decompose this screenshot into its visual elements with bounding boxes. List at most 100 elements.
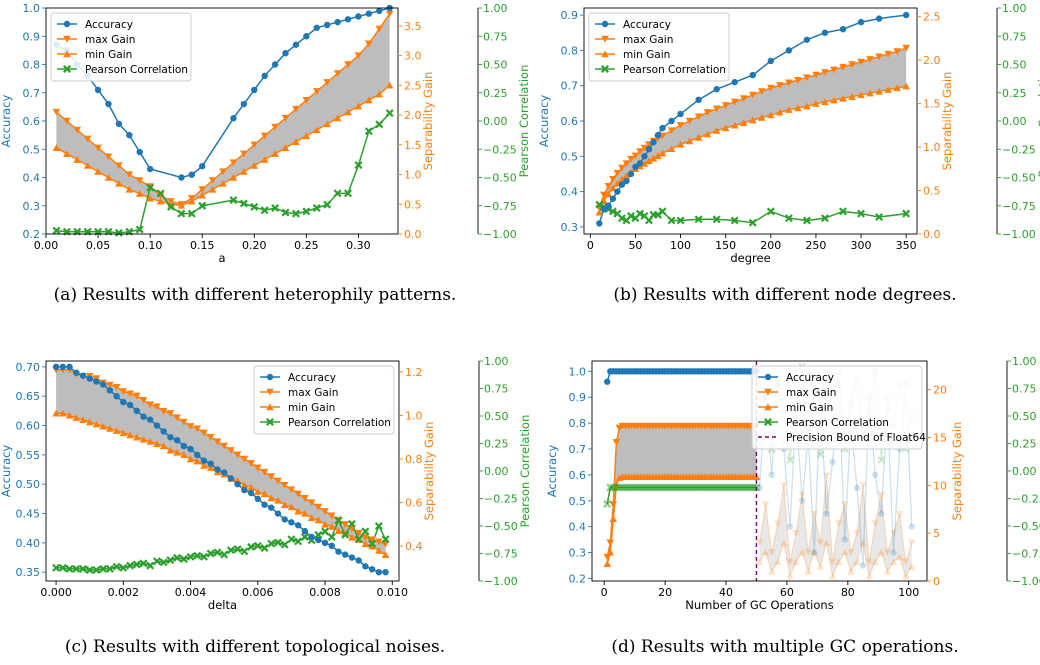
max-gain-point [307,499,316,507]
pearson-point [186,552,195,561]
y-gain-tick-label: 2.0 [923,54,941,67]
accuracy-point [187,445,194,453]
accuracy-point [654,131,662,139]
min-gain-point [334,527,343,535]
max-gain-point [361,534,370,542]
min-gain-point [776,108,784,116]
x-tick-label: 0 [587,239,594,252]
pearson-point-faded [877,456,886,464]
accuracy-point-faded [890,549,897,556]
accuracy-point [292,41,300,48]
min-gain-point [180,451,188,458]
y-pearson-tick-label: 0.25 [1002,87,1027,100]
max-gain-point [254,464,262,472]
max-gain-point [260,468,269,476]
min-gain-point-faded [798,548,806,556]
accuracy-point [178,174,185,181]
min-gain-point [803,102,811,110]
min-gain-point [302,132,311,140]
accuracy-point [321,539,329,547]
min-gain-point [609,184,617,192]
min-gain-point [159,442,168,450]
x-tick-label: 0.000 [40,586,72,599]
min-gain-point [757,113,766,121]
max-gain-point [208,177,217,185]
x-tick-label: 50 [628,239,642,252]
gain-band [607,426,757,564]
accuracy-point-faded [829,458,836,466]
y-gain-tick-label: 2.0 [404,109,422,122]
y-left-tick-label: 0.8 [569,417,587,430]
accuracy-point [294,522,302,529]
accuracy-point [342,551,349,558]
x-tick-label: 0.00 [34,239,59,252]
min-gain-point [267,494,276,502]
y-left-tick-label: 1.0 [23,2,41,15]
pearson-point [820,214,829,223]
min-gain-point [676,140,685,148]
accuracy-point [281,516,288,523]
max-gain-point [694,113,703,121]
x-tick-label: 40 [719,586,733,599]
accuracy-point [623,177,630,185]
max-gain-point [857,58,865,66]
max-gain-point [126,390,134,398]
y-pearson-tick-label: −0.75 [1012,548,1040,561]
accuracy-point [99,381,107,388]
min-gain-point [341,529,350,537]
max-gain-point [712,105,721,113]
accuracy-point [288,519,295,526]
min-gain-point [622,172,631,179]
min-gain-point [595,208,604,216]
accuracy-point [241,486,248,494]
caption-d: (d) Results with multiple GC operations. [611,637,958,657]
y-pearson-tick-label: −0.25 [483,143,517,156]
legend-label-pearson: Pearson Correlation [85,64,188,76]
max-gain-point [271,123,279,131]
x-tick-label: 0.004 [175,586,207,599]
min-gain-point [893,84,901,92]
max-gain-point [146,401,155,409]
pearson-point [52,226,61,235]
max-gain-point [260,132,269,140]
y-pearson-tick-label: 0.50 [1012,410,1037,423]
max-gain-point [341,521,350,528]
accuracy-point [240,100,248,108]
pearson-point [79,564,87,573]
min-gain-point [72,414,81,421]
max-gain-point-faded [780,482,788,489]
pearson-point [200,552,208,561]
accuracy-point [73,369,80,376]
max-gain-point [613,169,622,177]
min-gain-point [85,418,94,426]
pearson-point [766,207,775,216]
y-left-axis-label: Accuracy [0,95,13,148]
min-gain-point [115,179,123,187]
max-gain-point-faded [828,558,837,566]
legend-marker-max-gain [63,35,71,43]
accuracy-point [785,47,793,54]
pearson-point [361,527,370,536]
pearson-point [92,566,101,574]
y-gain-tick-label: 1.0 [923,141,941,154]
accuracy-point-faded [786,523,794,530]
accuracy-point [274,510,282,517]
pearson-point [260,206,269,215]
min-gain-point [294,507,302,515]
accuracy-point [214,466,221,473]
pearson-point [839,207,847,216]
max-gain-point [848,61,856,69]
min-gain-point [739,119,748,126]
legend-label-pearson: Pearson Correlation [786,417,889,429]
max-gain-point-faded [773,520,782,528]
legend-marker-min-gain [266,403,274,411]
pearson-point [159,558,168,567]
max-gain-point [312,88,321,95]
max-gain-point [721,102,730,109]
min-gain-point [240,167,248,175]
y-pearson-tick-label: 0.00 [1002,115,1027,128]
max-gain-point [240,150,248,158]
pearson-point [132,560,141,569]
y-gain-tick-label: 1.5 [404,139,422,152]
max-gain-point [385,10,394,18]
